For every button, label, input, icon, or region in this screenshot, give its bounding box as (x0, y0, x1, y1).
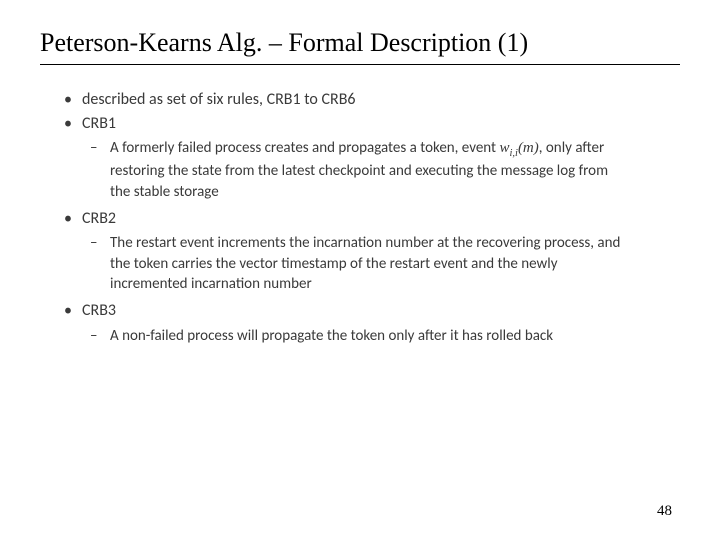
crb3-sublist: A non-failed process will propagate the … (82, 326, 680, 346)
crb1-math-var: w (499, 140, 509, 156)
crb1-sublist: A formerly failed process creates and pr… (82, 138, 680, 202)
crb1-math-sub: i,i (509, 148, 517, 159)
crb2-label: CRB2 (82, 209, 116, 228)
bullet-crb3: CRB3 A non-failed process will propagate… (60, 300, 680, 346)
title-rule (40, 64, 680, 65)
bullet-intro: described as set of six rules, CRB1 to C… (60, 89, 680, 111)
crb1-label: CRB1 (82, 114, 116, 133)
slide-content: described as set of six rules, CRB1 to C… (40, 89, 680, 346)
bullet-list: described as set of six rules, CRB1 to C… (60, 89, 680, 346)
crb1-prefix: A formerly failed process creates and pr… (110, 139, 499, 157)
crb1-math: wi,i(m) (499, 140, 538, 156)
crb1-math-arg: (m) (518, 140, 539, 156)
crb1-desc: A formerly failed process creates and pr… (82, 138, 622, 202)
crb3-label: CRB3 (82, 301, 116, 320)
slide-title: Peterson-Kearns Alg. – Formal Descriptio… (40, 28, 680, 58)
bullet-crb1: CRB1 A formerly failed process creates a… (60, 113, 680, 202)
slide: Peterson-Kearns Alg. – Formal Descriptio… (0, 0, 720, 540)
crb2-desc: The restart event increments the incarna… (82, 233, 622, 294)
crb2-sublist: The restart event increments the incarna… (82, 233, 680, 294)
page-number: 48 (657, 503, 672, 520)
bullet-crb2: CRB2 The restart event increments the in… (60, 208, 680, 294)
crb3-desc: A non-failed process will propagate the … (82, 326, 622, 346)
